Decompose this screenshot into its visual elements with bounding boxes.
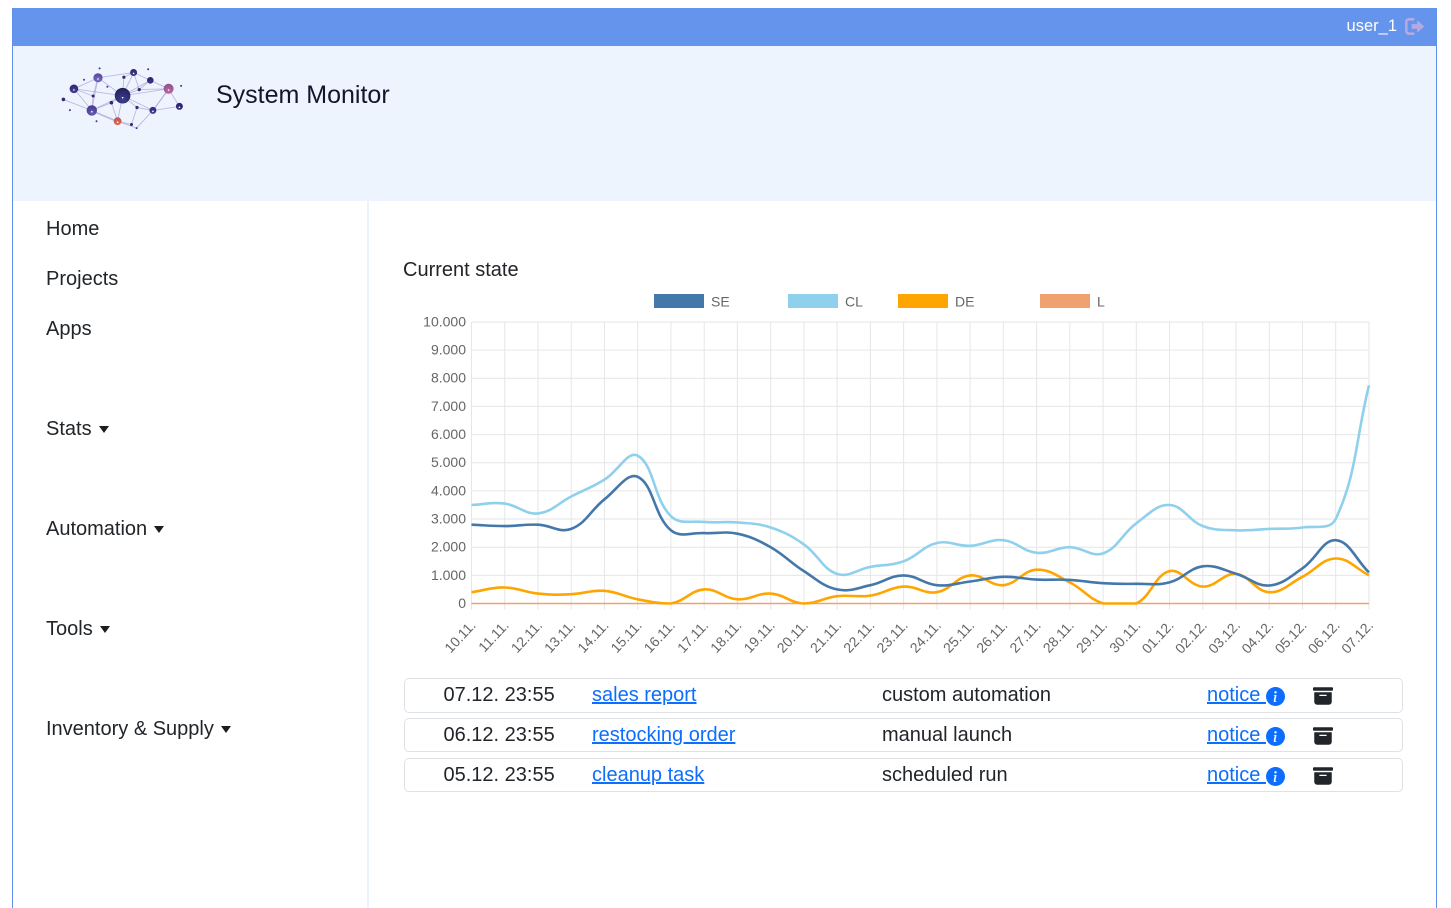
svg-text:26.11.: 26.11. bbox=[973, 617, 1011, 656]
svg-text:04.12.: 04.12. bbox=[1238, 617, 1276, 656]
svg-text:DE: DE bbox=[955, 294, 974, 310]
svg-text:22.11.: 22.11. bbox=[840, 617, 878, 656]
svg-text:27.11.: 27.11. bbox=[1006, 617, 1044, 656]
svg-text:29.11.: 29.11. bbox=[1073, 617, 1111, 656]
svg-text:9.000: 9.000 bbox=[431, 342, 466, 358]
svg-text:19.11.: 19.11. bbox=[740, 617, 778, 656]
svg-text:07.12.: 07.12. bbox=[1338, 617, 1376, 656]
svg-text:20.11.: 20.11. bbox=[774, 617, 812, 656]
svg-text:4.000: 4.000 bbox=[431, 482, 466, 498]
svg-text:15.11.: 15.11. bbox=[607, 617, 645, 656]
svg-text:CL: CL bbox=[845, 294, 863, 310]
svg-text:16.11.: 16.11. bbox=[641, 617, 679, 656]
svg-text:06.12.: 06.12. bbox=[1305, 617, 1343, 656]
svg-text:23.11.: 23.11. bbox=[873, 617, 911, 656]
svg-text:17.11.: 17.11. bbox=[674, 617, 712, 656]
svg-text:05.12.: 05.12. bbox=[1271, 617, 1309, 656]
svg-text:7.000: 7.000 bbox=[431, 398, 466, 414]
svg-text:SE: SE bbox=[711, 294, 730, 310]
svg-text:11.11.: 11.11. bbox=[475, 617, 512, 655]
svg-text:28.11.: 28.11. bbox=[1039, 617, 1077, 656]
svg-text:6.000: 6.000 bbox=[431, 426, 466, 442]
svg-text:01.12.: 01.12. bbox=[1138, 617, 1176, 656]
svg-text:12.11.: 12.11. bbox=[508, 617, 546, 656]
svg-text:3.000: 3.000 bbox=[431, 510, 466, 526]
svg-text:2.000: 2.000 bbox=[431, 539, 466, 555]
svg-text:L: L bbox=[1097, 294, 1105, 310]
svg-text:1.000: 1.000 bbox=[431, 567, 466, 583]
svg-text:14.11.: 14.11. bbox=[574, 617, 612, 656]
svg-text:02.12.: 02.12. bbox=[1172, 617, 1210, 656]
svg-text:30.11.: 30.11. bbox=[1106, 617, 1144, 656]
svg-text:10.11.: 10.11. bbox=[441, 617, 479, 656]
svg-text:8.000: 8.000 bbox=[431, 370, 466, 386]
svg-text:18.11.: 18.11. bbox=[707, 617, 745, 656]
svg-text:24.11.: 24.11. bbox=[907, 617, 945, 656]
svg-text:5.000: 5.000 bbox=[431, 454, 466, 470]
svg-text:13.11.: 13.11. bbox=[541, 617, 579, 656]
svg-text:25.11.: 25.11. bbox=[940, 617, 978, 656]
svg-text:10.000: 10.000 bbox=[423, 313, 466, 329]
svg-text:21.11.: 21.11. bbox=[807, 617, 845, 656]
svg-text:03.12.: 03.12. bbox=[1205, 617, 1243, 656]
svg-text:0: 0 bbox=[458, 595, 466, 611]
